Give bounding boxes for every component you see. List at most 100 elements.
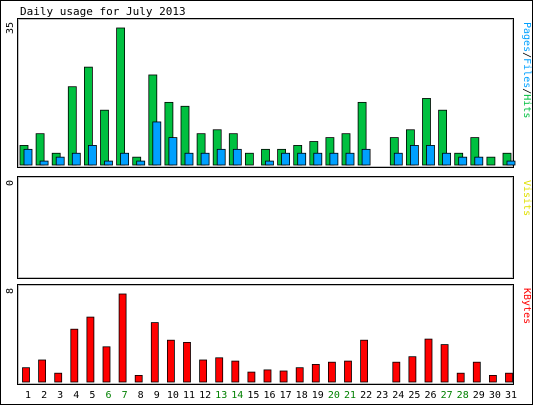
bar-kbytes: [488, 374, 497, 383]
day-label: 31: [505, 390, 517, 401]
day-label: 25: [408, 390, 420, 401]
day-label: 4: [73, 390, 79, 401]
day-label: 19: [312, 390, 324, 401]
bar-files: [281, 152, 291, 166]
legend-visits: Visits: [521, 180, 532, 216]
bar-kbytes: [134, 374, 143, 383]
bar-files: [409, 145, 419, 166]
bar-files: [265, 160, 274, 166]
bar-files: [200, 152, 210, 166]
bar-kbytes: [505, 372, 513, 383]
bar-files: [104, 160, 113, 166]
bar-files: [232, 148, 242, 166]
y-max-label: 8: [5, 288, 16, 294]
panel-frame: [17, 176, 514, 279]
day-labels: 1 2 3 4 5 6 7 8 9 10 11 12 13 14 15 16 17 18 19 20 21 22 23 24 2…: [25, 390, 517, 401]
bar-kbytes: [118, 293, 127, 383]
day-label: 16: [263, 390, 275, 401]
bar-files: [120, 152, 129, 166]
bar-files: [297, 152, 307, 166]
bar-kbytes: [102, 346, 111, 383]
day-label: 7: [122, 390, 128, 401]
bar-kbytes: [183, 341, 191, 383]
legend-entry: Hits: [521, 94, 532, 118]
bar-kbytes: [247, 371, 256, 383]
panel-hits-files: 35 Pages/Files/Hits: [5, 18, 532, 168]
day-label: 9: [154, 390, 160, 401]
bar-kbytes: [424, 338, 433, 383]
bar-files: [168, 137, 178, 166]
day-label: 10: [167, 390, 179, 401]
bar-files: [184, 152, 194, 166]
bar-kbytes: [327, 361, 336, 383]
bar-files: [39, 160, 49, 166]
panel-frame: [17, 18, 514, 168]
day-label: 2: [41, 390, 47, 401]
day-label: 14: [231, 390, 243, 401]
day-label: 15: [247, 390, 259, 401]
y-max-label: 0: [5, 180, 16, 186]
day-label: 18: [296, 390, 308, 401]
bar-files: [345, 152, 355, 166]
bar-kbytes: [86, 316, 95, 383]
day-label: 26: [424, 390, 436, 401]
bar-kbytes: [392, 361, 401, 383]
legend-kbytes: KBytes: [521, 288, 532, 324]
bar-files: [71, 152, 81, 166]
bar-kbytes: [166, 339, 175, 383]
bar-hits: [35, 133, 45, 166]
bar-files: [329, 152, 339, 166]
legend-entry: KBytes: [521, 288, 532, 324]
bar-hits: [100, 109, 109, 166]
day-label: 30: [489, 390, 501, 401]
panel-frame-inner: [18, 285, 513, 384]
day-label: 22: [360, 390, 372, 401]
panel-frame-inner: [18, 19, 513, 167]
y-max-label: 35: [5, 22, 16, 34]
bar-files: [393, 152, 403, 166]
bar-kbytes: [38, 359, 46, 383]
day-label: 13: [215, 390, 227, 401]
bar-kbytes: [311, 363, 320, 383]
day-label: 21: [344, 390, 356, 401]
bar-kbytes: [344, 360, 352, 383]
legend-entry: Files: [521, 58, 532, 88]
bar-files: [216, 148, 226, 166]
day-label: 23: [376, 390, 388, 401]
bar-kbytes: [150, 322, 159, 383]
panel-visits: 0 Visits: [5, 176, 532, 279]
day-label: 1: [25, 390, 31, 401]
legend-hits-files: Pages/Files/Hits: [521, 22, 532, 118]
panel-frame-inner: [18, 177, 513, 278]
day-label: 8: [138, 390, 144, 401]
day-label: 6: [105, 390, 111, 401]
bar-kbytes: [360, 339, 369, 383]
bar-kbytes: [456, 372, 465, 383]
panel-frame: [17, 284, 514, 385]
bar-files: [88, 145, 97, 166]
bar-kbytes: [263, 369, 272, 383]
bar-kbytes: [70, 328, 79, 383]
bar-kbytes: [215, 357, 224, 383]
bar-files: [152, 121, 162, 166]
bar-files: [23, 148, 33, 166]
day-label: 28: [457, 390, 469, 401]
legend-entry: /: [521, 52, 532, 58]
legend-entry: Pages: [521, 22, 532, 52]
day-label: 12: [199, 390, 211, 401]
day-label: 5: [89, 390, 95, 401]
bar-files: [313, 152, 323, 166]
day-label: 27: [441, 390, 453, 401]
day-label: 11: [183, 390, 195, 401]
bar-hits: [486, 156, 496, 166]
bar-files: [458, 156, 468, 166]
bar-files: [361, 148, 371, 166]
day-label: 24: [392, 390, 404, 401]
day-label: 20: [328, 390, 340, 401]
bar-files: [426, 145, 435, 166]
day-label: 3: [57, 390, 63, 401]
bar-hits: [244, 152, 254, 166]
